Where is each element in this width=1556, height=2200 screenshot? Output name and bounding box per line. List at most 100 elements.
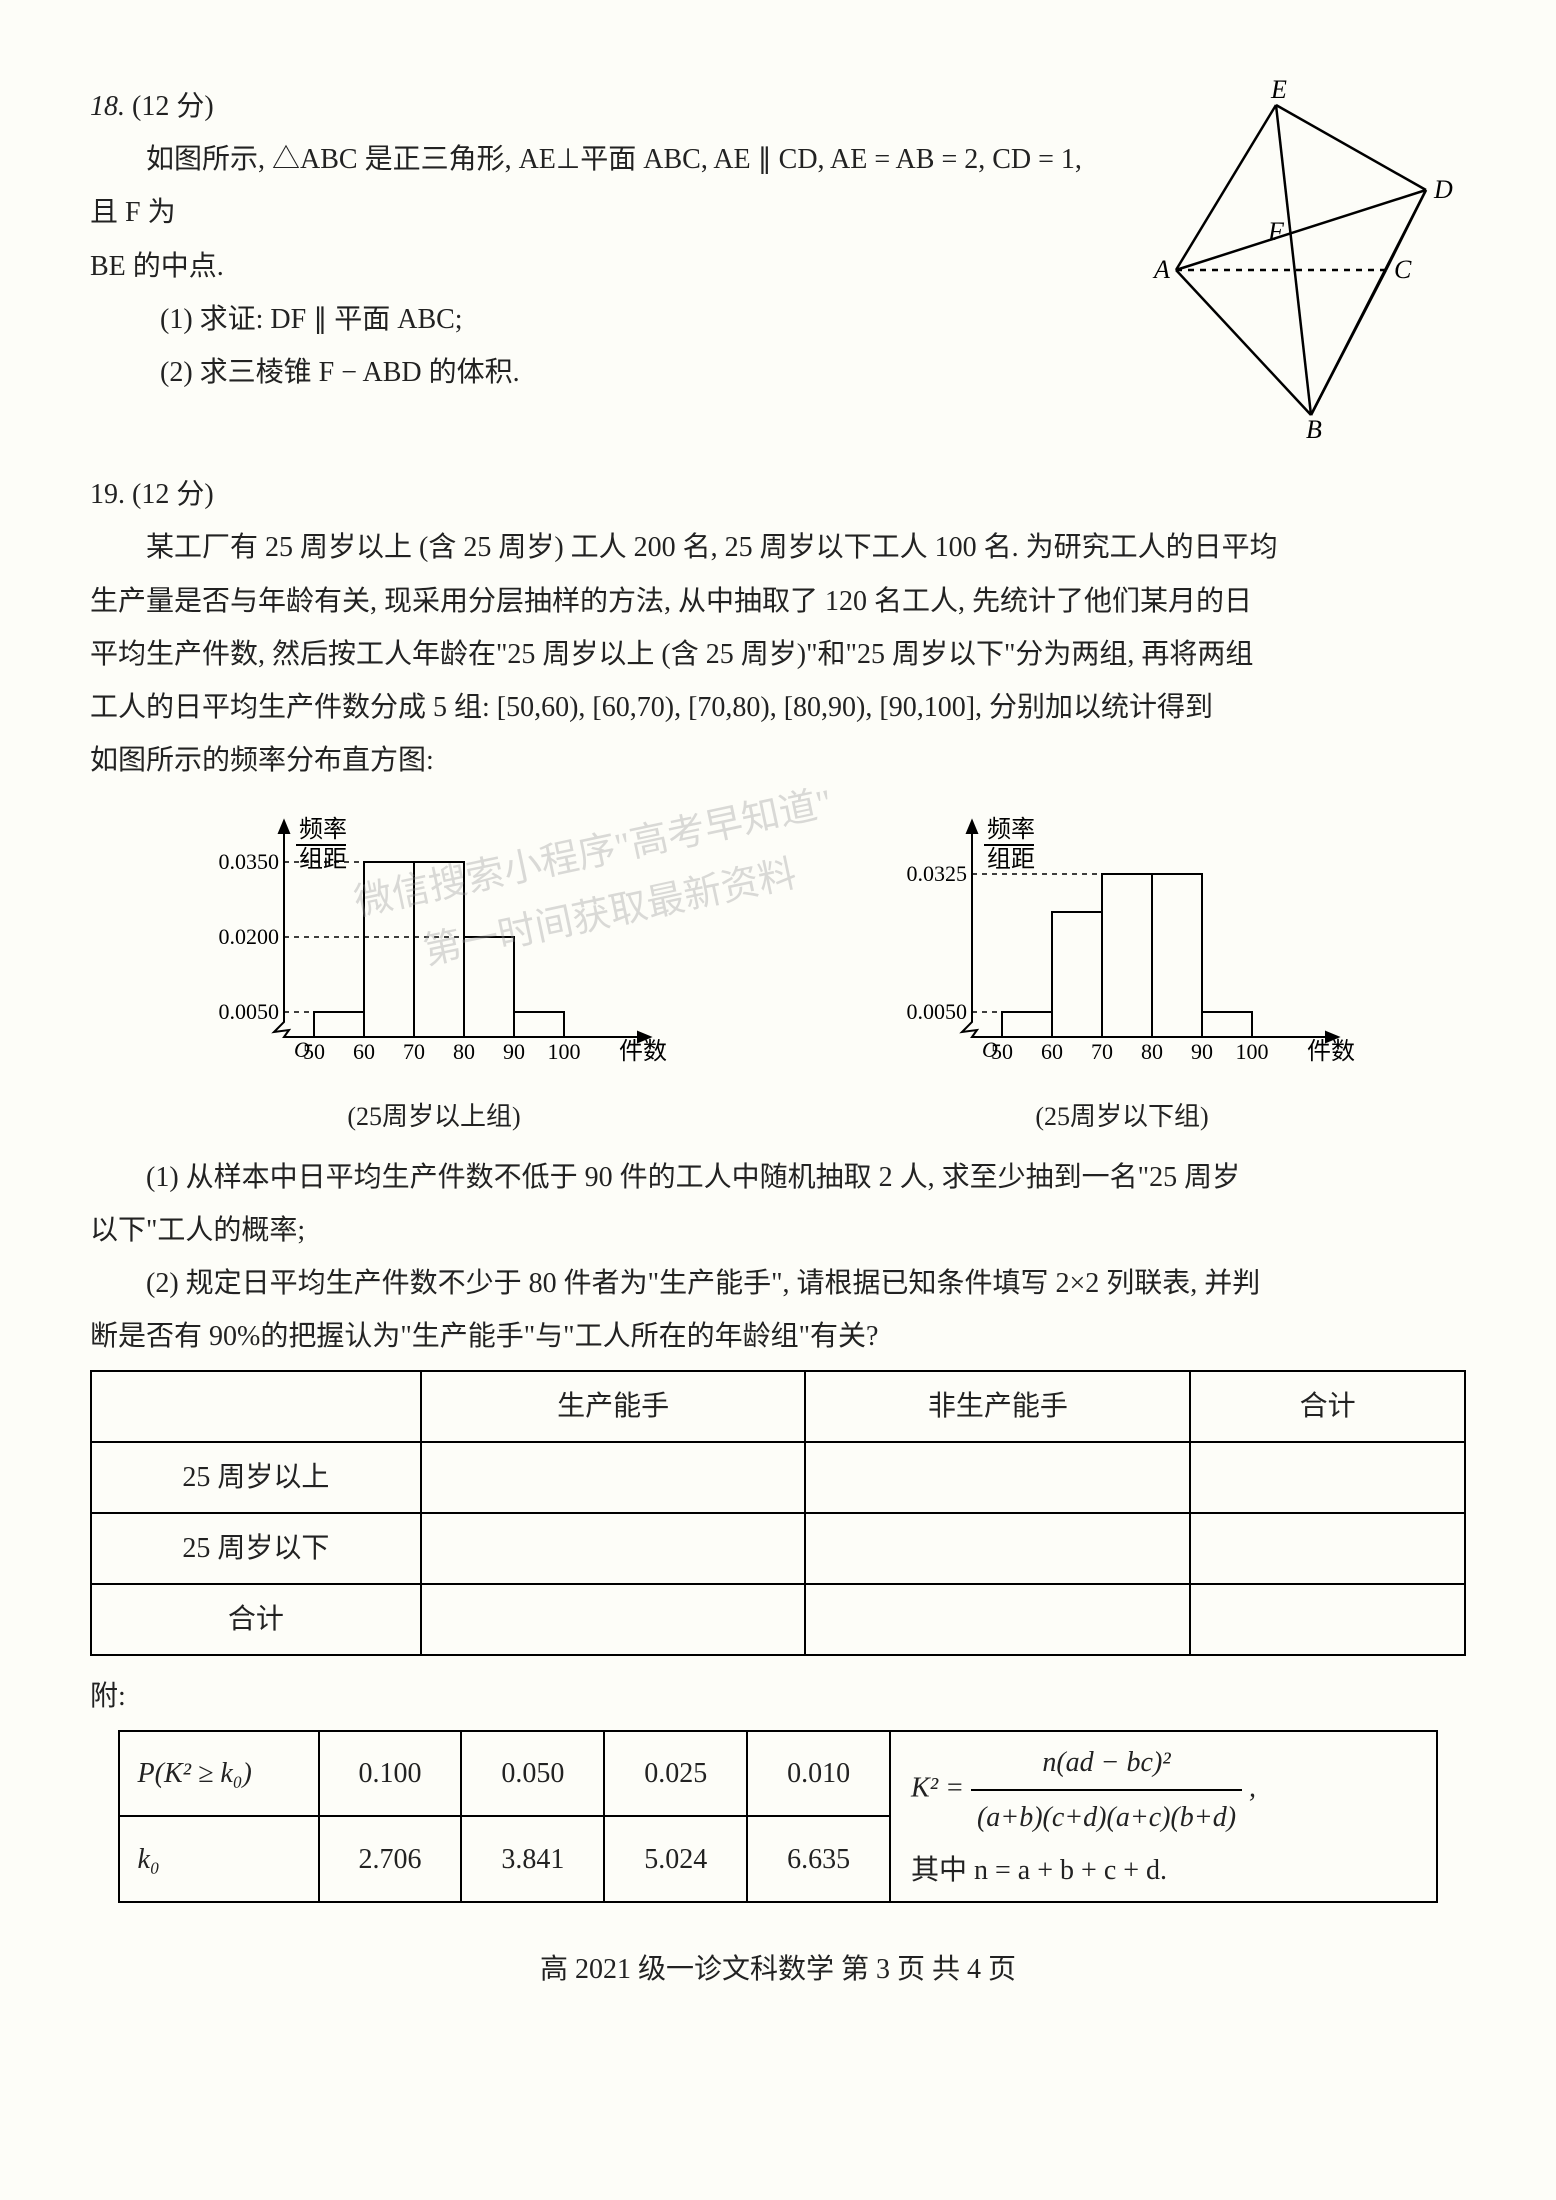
q18-figure: E D A C B F xyxy=(1136,80,1466,458)
h2-xt-4: 90 xyxy=(1191,1039,1213,1064)
q19-p2: 生产量是否与年龄有关, 现采用分层抽样的方法, 从中抽取了 120 名工人, 先… xyxy=(90,575,1466,628)
h1-yl-top: 频率 xyxy=(299,816,347,843)
q19-s1a: (1) 从样本中日平均生产件数不低于 90 件的工人中随机抽取 2 人, 求至少… xyxy=(90,1151,1466,1204)
k2-b2: 5.024 xyxy=(604,1816,747,1902)
k2-b1: 3.841 xyxy=(461,1816,604,1902)
q18-sub1: (1) 求证: DF ∥ 平面 ABC; xyxy=(90,293,1116,346)
table-row: 生产能手 非生产能手 合计 xyxy=(91,1371,1465,1442)
k2-lhs: K² = xyxy=(911,1772,964,1803)
histogram-1: 0.0350 0.0200 0.0050 50 60 70 80 90 100 … xyxy=(174,807,694,1141)
q19-p1: 某工厂有 25 周岁以上 (含 25 周岁) 工人 200 名, 25 周岁以下… xyxy=(90,521,1466,574)
ct-r0c3 xyxy=(1190,1442,1465,1513)
h1-yt-2: 0.0050 xyxy=(219,999,280,1024)
ct-h0 xyxy=(91,1371,421,1442)
hist2-svg: 0.0325 0.0050 50 60 70 80 90 100 O 件数 频率 xyxy=(862,807,1382,1067)
table-row: 25 周岁以下 xyxy=(91,1513,1465,1584)
k2-a1: 0.050 xyxy=(461,1731,604,1817)
ct-r1c1 xyxy=(421,1513,806,1584)
k2-num: n(ad − bc)² xyxy=(971,1736,1242,1791)
q19-pts: (12 分) xyxy=(132,479,214,510)
ct-r2c1 xyxy=(421,1584,806,1655)
hist1-caption: (25周岁以上组) xyxy=(174,1092,694,1141)
ct-r1c0: 25 周岁以下 xyxy=(91,1513,421,1584)
k2-rowB-label: k₀ xyxy=(119,1816,319,1902)
question-19: 19. (12 分) 某工厂有 25 周岁以上 (含 25 周岁) 工人 200… xyxy=(90,468,1466,1903)
ct-r0c0: 25 周岁以上 xyxy=(91,1442,421,1513)
h1-xt-3: 80 xyxy=(453,1039,475,1064)
hist1-svg: 0.0350 0.0200 0.0050 50 60 70 80 90 100 … xyxy=(174,807,694,1067)
label-D: D xyxy=(1433,175,1453,204)
ct-h1: 生产能手 xyxy=(421,1371,806,1442)
q19-s2b: 断是否有 90%的把握认为"生产能手"与"工人所在的年龄组"有关? xyxy=(90,1310,1466,1363)
k2-table: P(K² ≥ k₀) 0.100 0.050 0.025 0.010 K² = … xyxy=(118,1730,1439,1904)
h1-yt-1: 0.0200 xyxy=(219,924,280,949)
q19-header: 19. (12 分) xyxy=(90,468,1466,521)
q18-text: 18. (12 分) 如图所示, △ABC 是正三角形, AE⊥平面 ABC, … xyxy=(90,80,1116,399)
ct-r2c0: 合计 xyxy=(91,1584,421,1655)
ct-r1c2 xyxy=(805,1513,1190,1584)
h2-yl-bot: 组距 xyxy=(987,846,1035,873)
q19-p5: 如图所示的频率分布直方图: xyxy=(90,734,1466,787)
k2-formula: K² = n(ad − bc)² (a+b)(c+d)(a+c)(b+d) , … xyxy=(890,1731,1437,1903)
h1-xt-1: 60 xyxy=(353,1039,375,1064)
ct-r2c3 xyxy=(1190,1584,1465,1655)
ct-h3: 合计 xyxy=(1190,1371,1465,1442)
label-B: B xyxy=(1306,415,1322,440)
ct-r0c1 xyxy=(421,1442,806,1513)
q18-stem-2: BE 的中点. xyxy=(90,240,1116,293)
appendix-label: 附: xyxy=(90,1670,1466,1723)
h2-yt-0: 0.0325 xyxy=(907,861,968,886)
q19-p3: 平均生产件数, 然后按工人年龄在"25 周岁以上 (含 25 周岁)"和"25 … xyxy=(90,628,1466,681)
q19-s1b: 以下"工人的概率; xyxy=(90,1204,1466,1257)
ct-r1c3 xyxy=(1190,1513,1465,1584)
label-E: E xyxy=(1270,80,1287,104)
q18-pts: (12 分) xyxy=(132,91,214,122)
h2-xlabel: 件数 xyxy=(1307,1038,1355,1065)
h1-xt-4: 90 xyxy=(503,1039,525,1064)
table-row: 25 周岁以上 xyxy=(91,1442,1465,1513)
k2-a3: 0.010 xyxy=(747,1731,890,1817)
ct-r0c2 xyxy=(805,1442,1190,1513)
q18-sub2: (2) 求三棱锥 F − ABD 的体积. xyxy=(90,346,1116,399)
page-footer: 高 2021 级一诊文科数学 第 3 页 共 4 页 xyxy=(90,1943,1466,1996)
histogram-2: 0.0325 0.0050 50 60 70 80 90 100 O 件数 频率 xyxy=(862,807,1382,1141)
ct-h2: 非生产能手 xyxy=(805,1371,1190,1442)
k2-a2: 0.025 xyxy=(604,1731,747,1817)
h1-xt-2: 70 xyxy=(403,1039,425,1064)
h2-xt-2: 70 xyxy=(1091,1039,1113,1064)
question-18: 18. (12 分) 如图所示, △ABC 是正三角形, AE⊥平面 ABC, … xyxy=(90,80,1466,458)
q18-header: 18. (12 分) xyxy=(90,80,1116,133)
k2-rowA-label: P(K² ≥ k₀) xyxy=(119,1731,319,1817)
histogram-row: 微信搜索小程序"高考早知道" 第一时间获取最新资料 xyxy=(90,807,1466,1141)
h1-origin: O xyxy=(294,1037,310,1062)
ct-r2c2 xyxy=(805,1584,1190,1655)
h1-yl-bot: 组距 xyxy=(299,846,347,873)
k2-den: (a+b)(c+d)(a+c)(b+d) xyxy=(971,1791,1242,1844)
k2-b0: 2.706 xyxy=(319,1816,462,1902)
pyramid-diagram: E D A C B F xyxy=(1136,80,1466,440)
h1-yt-0: 0.0350 xyxy=(219,849,280,874)
label-A: A xyxy=(1152,255,1170,284)
label-F: F xyxy=(1267,217,1285,246)
k2-tail: 其中 n = a + b + c + d. xyxy=(911,1855,1167,1886)
h2-xt-5: 100 xyxy=(1236,1039,1269,1064)
h2-xt-3: 80 xyxy=(1141,1039,1163,1064)
h2-xt-1: 60 xyxy=(1041,1039,1063,1064)
label-C: C xyxy=(1394,255,1412,284)
h1-xlabel: 件数 xyxy=(619,1038,667,1065)
q18-stem-1: 如图所示, △ABC 是正三角形, AE⊥平面 ABC, AE ∥ CD, AE… xyxy=(90,133,1116,239)
q19-s2a: (2) 规定日平均生产件数不少于 80 件者为"生产能手", 请根据已知条件填写… xyxy=(90,1257,1466,1310)
exam-page: 18. (12 分) 如图所示, △ABC 是正三角形, AE⊥平面 ABC, … xyxy=(0,0,1556,2200)
q18-num: 18. xyxy=(90,91,125,122)
h2-yt-1: 0.0050 xyxy=(907,999,968,1024)
k2-a0: 0.100 xyxy=(319,1731,462,1817)
h2-origin: O xyxy=(982,1037,998,1062)
q19-num: 19. xyxy=(90,479,125,510)
h2-yl-top: 频率 xyxy=(987,816,1035,843)
k2-b3: 6.635 xyxy=(747,1816,890,1902)
table-row: P(K² ≥ k₀) 0.100 0.050 0.025 0.010 K² = … xyxy=(119,1731,1438,1817)
table-row: 合计 xyxy=(91,1584,1465,1655)
h1-xt-5: 100 xyxy=(548,1039,581,1064)
q19-p4: 工人的日平均生产件数分成 5 组: [50,60), [60,70), [70,… xyxy=(90,681,1466,734)
contingency-table: 生产能手 非生产能手 合计 25 周岁以上 25 周岁以下 合计 xyxy=(90,1370,1466,1657)
